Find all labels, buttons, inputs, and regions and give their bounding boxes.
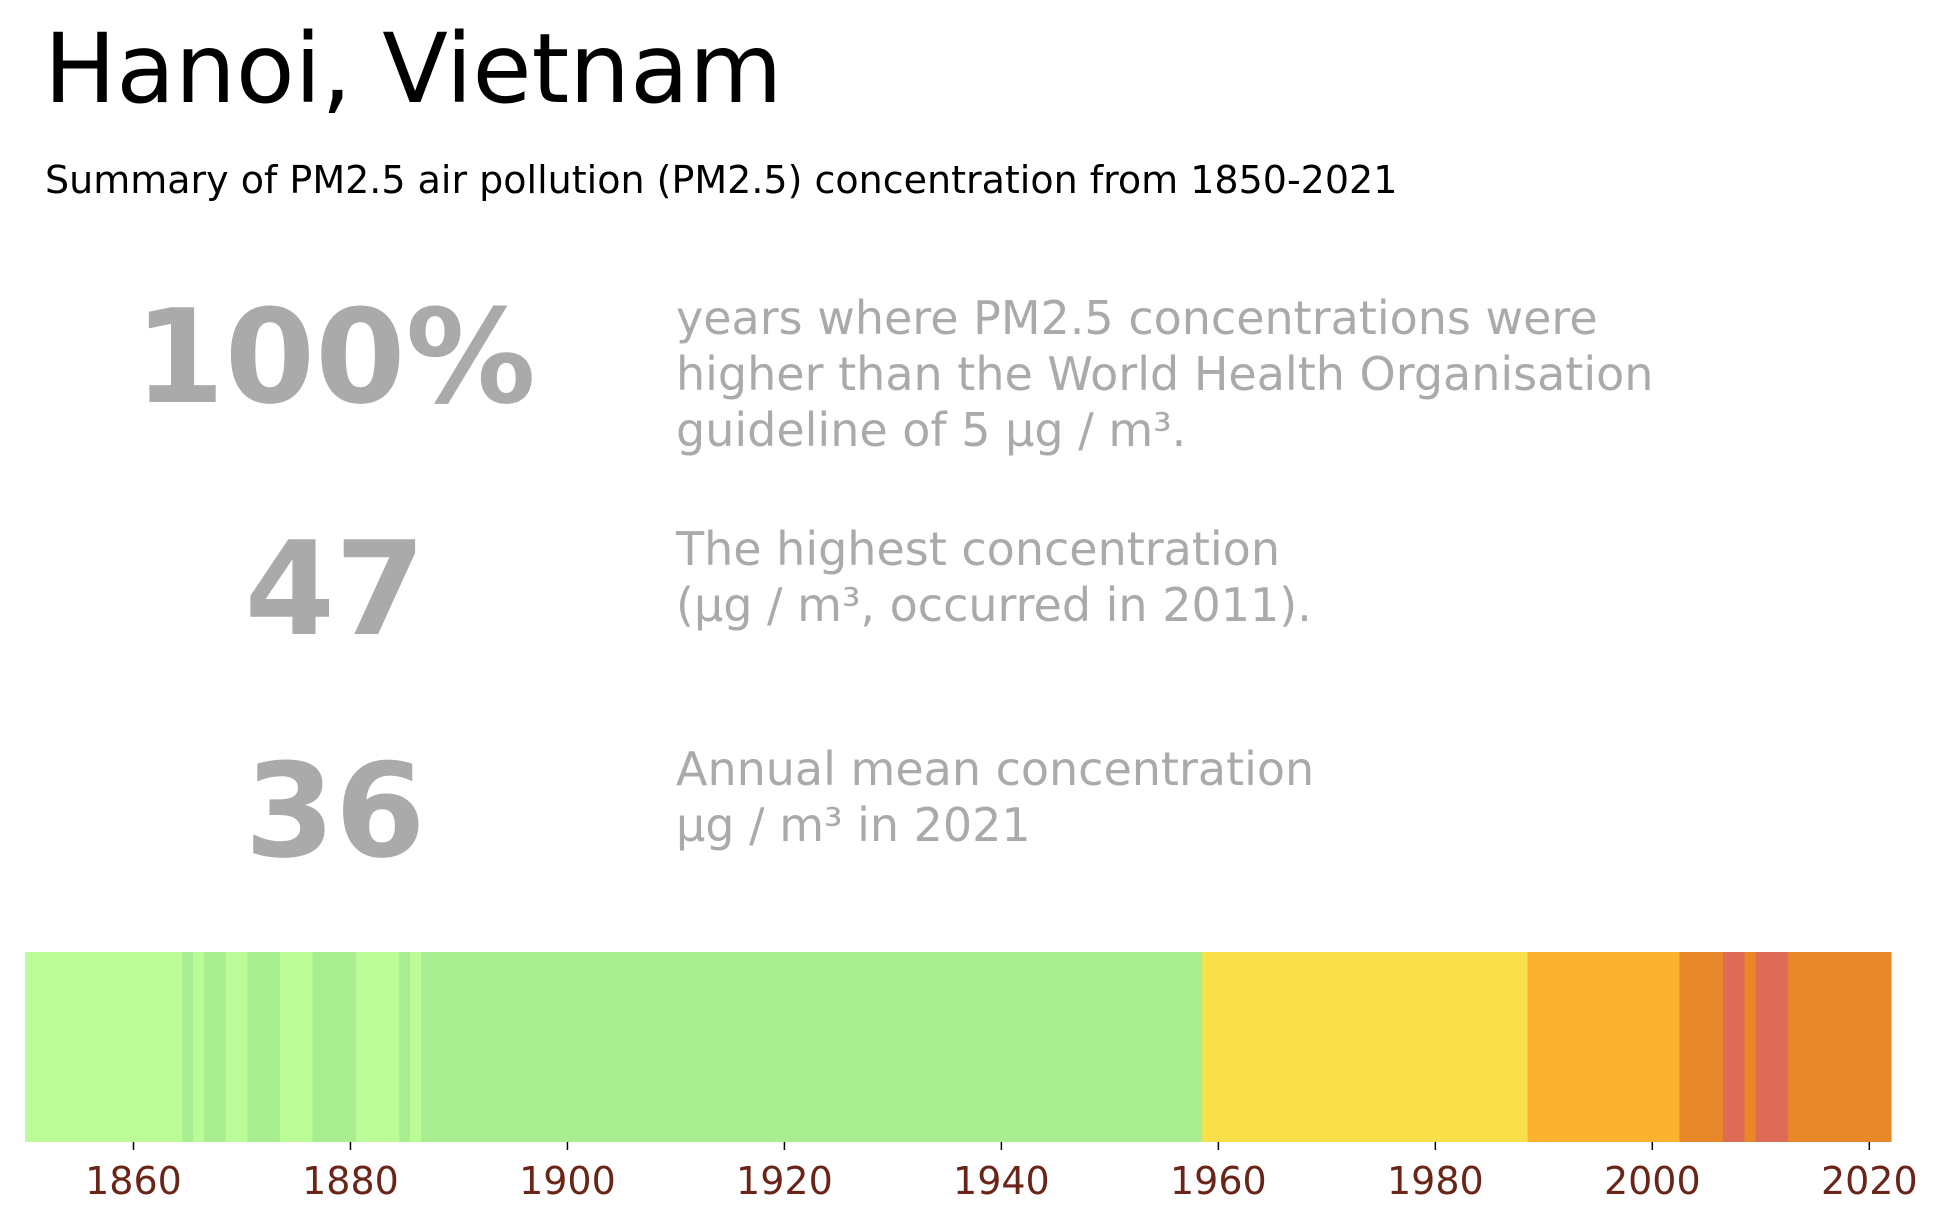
stripe-segment	[355, 952, 400, 1142]
page-title: Hanoi, Vietnam	[44, 13, 783, 125]
stripe-segment	[1787, 952, 1892, 1142]
stat-description-line: Annual mean concentration	[676, 742, 1315, 796]
stat-description-line: higher than the World Health Organisatio…	[676, 347, 1654, 401]
stripe-segment	[410, 952, 422, 1142]
x-tick-label: 1880	[302, 1159, 399, 1203]
x-tick-label: 1940	[953, 1159, 1050, 1203]
stripe-segment	[1202, 952, 1529, 1142]
x-tick-label: 1960	[1170, 1159, 1267, 1203]
stripe-segment	[247, 952, 281, 1142]
stat-description-line: guideline of 5 µg / m³.	[676, 403, 1187, 457]
stripe-segment	[1755, 952, 1789, 1142]
x-tick-label: 1860	[85, 1159, 182, 1203]
stripe-segment	[182, 952, 194, 1142]
stripe-segment	[204, 952, 227, 1142]
stripe-segment	[1744, 952, 1756, 1142]
x-tick-label: 2000	[1604, 1159, 1701, 1203]
stripe-segment	[279, 952, 314, 1142]
stripe-segment	[420, 952, 1203, 1142]
x-tick-label: 1920	[736, 1159, 833, 1203]
stat-description-line: years where PM2.5 concentrations were	[676, 291, 1598, 345]
stripe-segment	[225, 952, 248, 1142]
page-subtitle: Summary of PM2.5 air pollution (PM2.5) c…	[45, 158, 1398, 202]
x-tick-label: 2020	[1821, 1159, 1918, 1203]
stat-description-line: The highest concentration	[676, 522, 1280, 576]
stripe-segment	[312, 952, 357, 1142]
stripe-segment	[399, 952, 411, 1142]
stat-description-line: (µg / m³, occurred in 2011).	[676, 578, 1312, 632]
stat-description-exceedance: years where PM2.5 concentrations were hi…	[676, 290, 1653, 458]
stat-description-highest: The highest concentration (µg / m³, occu…	[676, 521, 1312, 633]
stripe-segment	[25, 952, 183, 1142]
stripe-segment	[193, 952, 205, 1142]
x-tick-label: 1980	[1387, 1159, 1484, 1203]
stripe-segment	[1527, 952, 1681, 1142]
stat-description-annual-mean: Annual mean concentration µg / m³ in 202…	[676, 741, 1314, 853]
x-tick-label: 1900	[519, 1159, 616, 1203]
pollution-stripes-chart: 1860 1880 1900 1920 1940 1960 1980 2000 2020	[25, 952, 1918, 1203]
stat-description-line: µg / m³ in 2021	[676, 798, 1031, 852]
stripe-segment	[1722, 952, 1746, 1142]
stripe-segment	[1679, 952, 1724, 1142]
